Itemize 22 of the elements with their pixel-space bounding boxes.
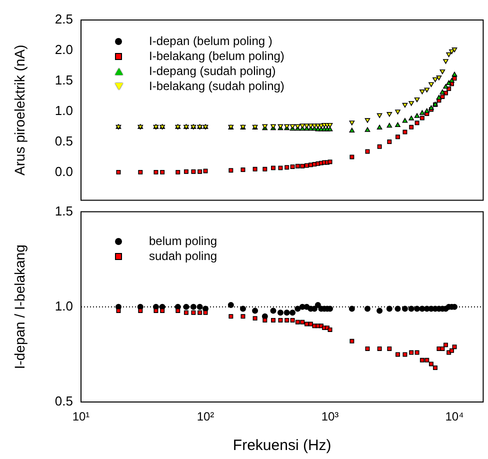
y-axis-title: I-depan / I-belakang	[11, 244, 28, 370]
y-tick-label: 0.5	[54, 394, 73, 409]
y-tick-label: 2.0	[54, 42, 73, 58]
legend-label: I-depang (sudah poling)	[149, 64, 276, 79]
x-tick-label: 10²	[196, 410, 214, 424]
y-tick-label: 1.0	[54, 298, 73, 314]
y-tick-label: 1.0	[54, 102, 73, 118]
legend-label: I-depan (belum poling )	[149, 34, 272, 49]
y-tick-label: 1.5	[54, 72, 73, 88]
y-axis-title: Arus piroelektrik (nA)	[11, 44, 28, 176]
x-tick-label: 10¹	[72, 410, 90, 424]
y-tick-label: 0.5	[54, 133, 73, 148]
legend-label: belum poling	[149, 234, 218, 249]
x-tick-label: 10³	[321, 410, 339, 424]
y-tick-label: 2.5	[54, 12, 73, 27]
y-tick-label: 1.5	[54, 203, 73, 218]
legend-label: I-belakang (belum poling)	[149, 49, 284, 64]
x-tick-label: 10⁴	[445, 410, 464, 424]
y-tick-label: 0.0	[54, 164, 73, 179]
x-axis-title: Frekuensi (Hz)	[232, 437, 332, 454]
legend-label: I-belakang (sudah poling)	[149, 79, 284, 94]
legend-label: sudah poling	[149, 249, 218, 264]
